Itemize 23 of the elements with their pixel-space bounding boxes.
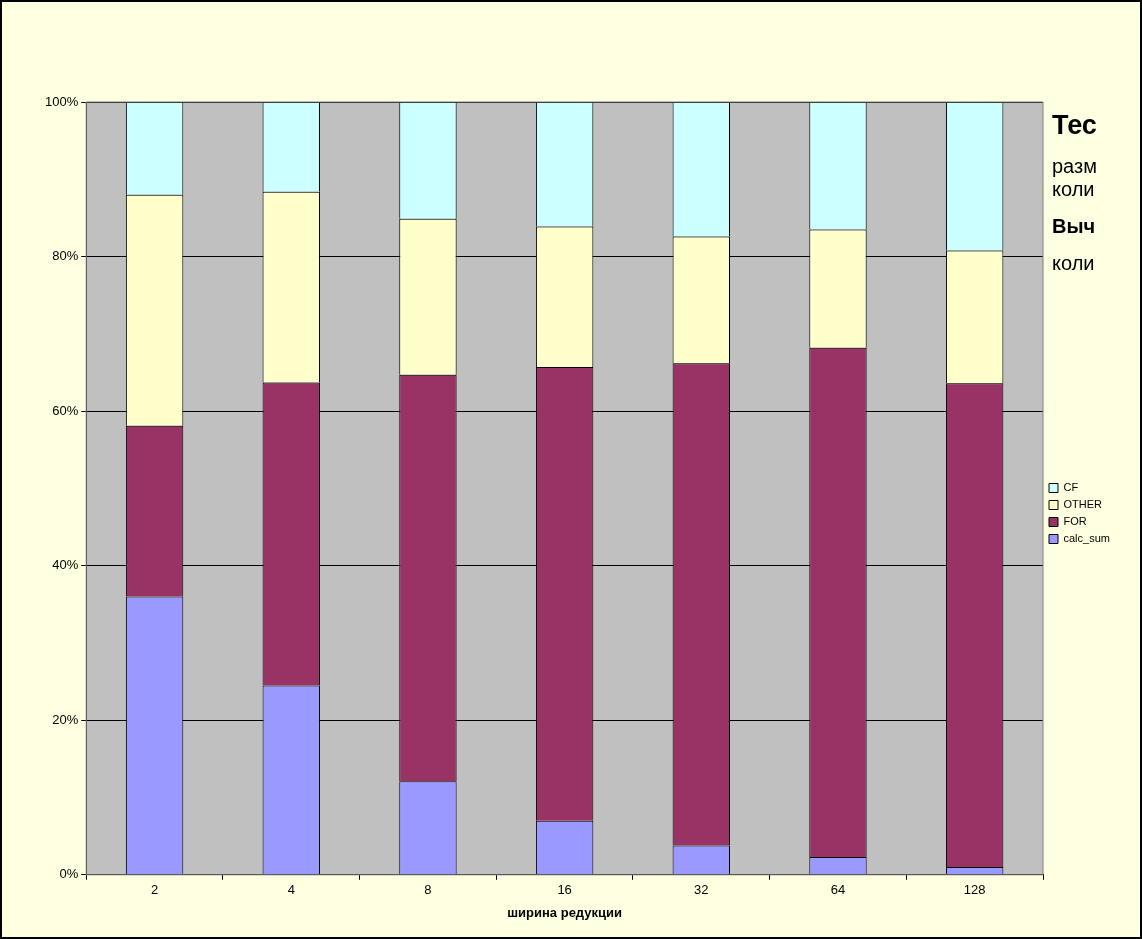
text: Тес <box>1052 110 1098 141</box>
x-tick-label: 2 <box>150 882 159 898</box>
x-tick-label: 64 <box>830 882 846 898</box>
y-tick-label: 40% <box>52 557 79 573</box>
text: Выч <box>1052 215 1097 238</box>
text: разм <box>1052 155 1098 178</box>
text: коли <box>1052 178 1096 201</box>
legend-label: CF <box>1063 481 1079 494</box>
y-tick-label: 0% <box>59 866 79 882</box>
x-tick-label: 32 <box>694 882 709 898</box>
legend-label: calc_sum <box>1063 532 1110 545</box>
legend-label: FOR <box>1063 515 1087 528</box>
y-tick-label: 80% <box>52 248 79 264</box>
y-tick-label: 100% <box>45 93 79 109</box>
y-tick-label: 60% <box>52 402 79 418</box>
legend-label: OTHER <box>1063 498 1103 511</box>
x-tick-label: 128 <box>963 882 986 898</box>
x-tick-label: 16 <box>557 882 572 898</box>
x-tick-label: 4 <box>287 882 295 898</box>
text: коли <box>1052 252 1096 275</box>
x-axis-title: ширина редукции <box>507 904 622 920</box>
x-tick-label: 8 <box>424 882 432 898</box>
y-tick-label: 20% <box>52 711 79 727</box>
